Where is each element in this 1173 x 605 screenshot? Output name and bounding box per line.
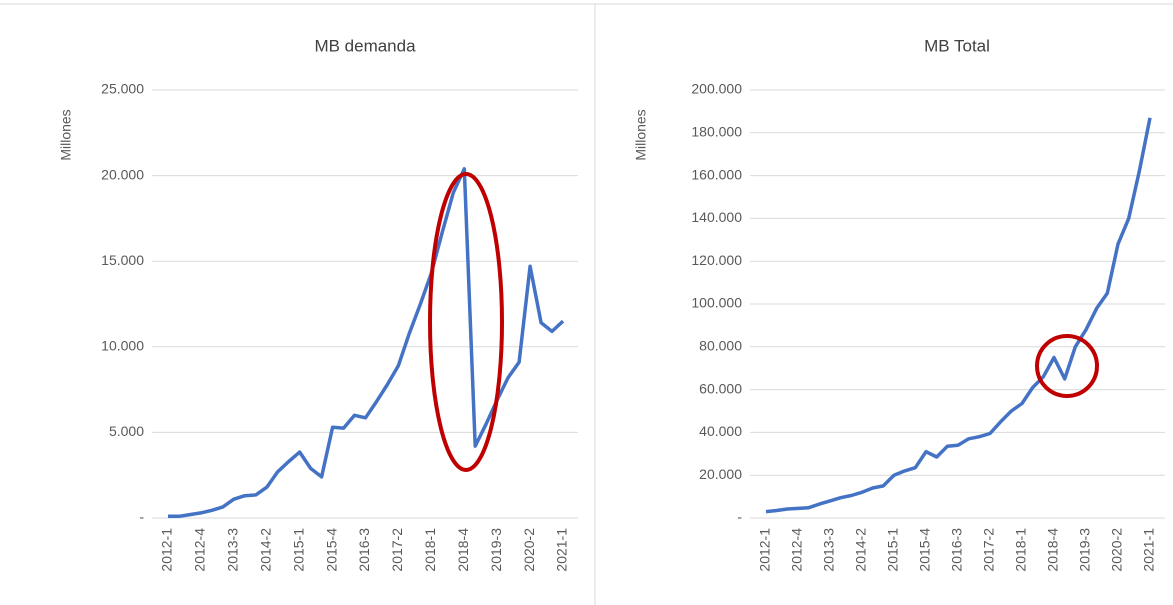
annotations xyxy=(428,172,1099,472)
x-tick-label: 2016-3 xyxy=(356,528,372,572)
x-tick-label: 2013-3 xyxy=(821,528,837,572)
data-line xyxy=(168,167,565,519)
x-tick-label: 2017-2 xyxy=(981,528,997,572)
chart-title: MB demanda xyxy=(314,36,416,55)
y-tick-label: 10.000 xyxy=(101,338,144,354)
y-tick-label: 20.000 xyxy=(699,466,742,482)
y-tick-label: 200.000 xyxy=(691,81,742,97)
y-tick-label: 120.000 xyxy=(691,252,742,268)
x-tick-label: 2015-1 xyxy=(290,528,306,572)
highlight-circle xyxy=(1035,334,1099,398)
y-tick-label: 80.000 xyxy=(699,338,742,354)
y-tick-label: - xyxy=(139,509,144,525)
x-tick-label: 2021-1 xyxy=(1141,528,1157,572)
x-tick-label: 2012-1 xyxy=(757,528,773,572)
x-tick-label: 2012-4 xyxy=(789,528,805,572)
y-tick-label: 140.000 xyxy=(691,209,742,225)
y-tick-label: 60.000 xyxy=(699,380,742,396)
y-tick-label: 25.000 xyxy=(101,81,144,97)
highlight-ellipse xyxy=(428,172,504,472)
y-tick-label: 5.000 xyxy=(109,423,144,439)
x-tick-label: 2018-1 xyxy=(422,528,438,572)
y-tick-label: 40.000 xyxy=(699,423,742,439)
data-line xyxy=(765,117,1152,514)
x-tick-label: 2020-2 xyxy=(521,528,537,572)
x-tick-label: 2015-4 xyxy=(323,528,339,572)
y-axis-label: Millones xyxy=(633,109,649,160)
y-tick-label: 20.000 xyxy=(101,166,144,182)
y-tick-label: 180.000 xyxy=(691,124,742,140)
x-tick-label: 2014-2 xyxy=(257,528,273,572)
x-tick-label: 2012-4 xyxy=(192,528,208,572)
y-tick-label: - xyxy=(737,509,742,525)
x-tick-label: 2018-4 xyxy=(1045,528,1061,572)
x-tick-label: 2018-1 xyxy=(1013,528,1029,572)
x-tick-label: 2014-2 xyxy=(853,528,869,572)
x-tick-label: 2019-3 xyxy=(1077,528,1093,572)
x-tick-label: 2021-1 xyxy=(554,528,570,572)
x-tick-label: 2020-2 xyxy=(1109,528,1125,572)
y-axis-label: Millones xyxy=(58,109,74,160)
x-tick-label: 2015-1 xyxy=(885,528,901,572)
x-tick-label: 2012-1 xyxy=(159,528,175,572)
x-tick-label: 2017-2 xyxy=(389,528,405,572)
x-tick-label: 2015-4 xyxy=(917,528,933,572)
x-tick-label: 2016-3 xyxy=(949,528,965,572)
y-tick-label: 100.000 xyxy=(691,295,742,311)
y-tick-label: 160.000 xyxy=(691,166,742,182)
x-tick-label: 2019-3 xyxy=(488,528,504,572)
x-tick-label: 2018-4 xyxy=(455,528,471,572)
x-tick-label: 2013-3 xyxy=(225,528,241,572)
y-tick-label: 15.000 xyxy=(101,252,144,268)
chart-title: MB Total xyxy=(924,36,990,55)
